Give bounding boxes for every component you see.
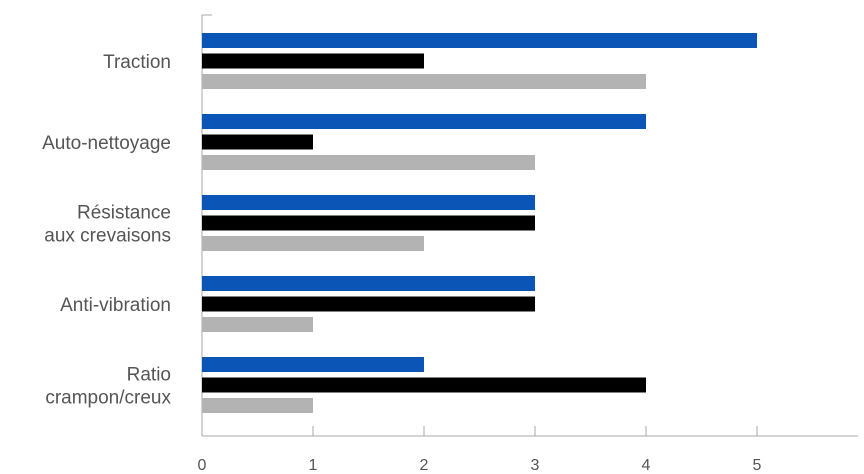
- category-label: Auto-nettoyage: [42, 133, 171, 154]
- tick-labels: 0 1 2 3 4 5: [198, 457, 762, 474]
- category-label: Anti-vibration: [60, 295, 171, 316]
- x-tick-label: 0: [198, 457, 207, 474]
- bar: [202, 296, 535, 312]
- bar: [202, 377, 646, 393]
- bar: [202, 276, 535, 291]
- x-tick-label: 5: [753, 457, 762, 474]
- bar: [202, 114, 646, 129]
- bar: [202, 195, 535, 210]
- category-label: aux crevaisons: [44, 226, 171, 247]
- bar: [202, 236, 424, 251]
- bar: [202, 398, 313, 413]
- category-label: crampon/creux: [45, 388, 171, 409]
- x-tick-label: 3: [531, 457, 540, 474]
- x-tick-label: 1: [309, 457, 318, 474]
- bars: [202, 33, 757, 413]
- bar: [202, 357, 424, 372]
- bar: [202, 317, 313, 332]
- bar: [202, 74, 646, 89]
- bar: [202, 33, 757, 48]
- bar: [202, 134, 313, 150]
- category-label: Ratio: [127, 365, 171, 386]
- x-tick-label: 4: [642, 457, 651, 474]
- bar: [202, 155, 535, 170]
- category-label: Traction: [103, 52, 171, 73]
- bar: [202, 53, 424, 69]
- bar: [202, 215, 535, 231]
- x-tick-label: 2: [420, 457, 429, 474]
- category-label: Résistance: [77, 203, 171, 224]
